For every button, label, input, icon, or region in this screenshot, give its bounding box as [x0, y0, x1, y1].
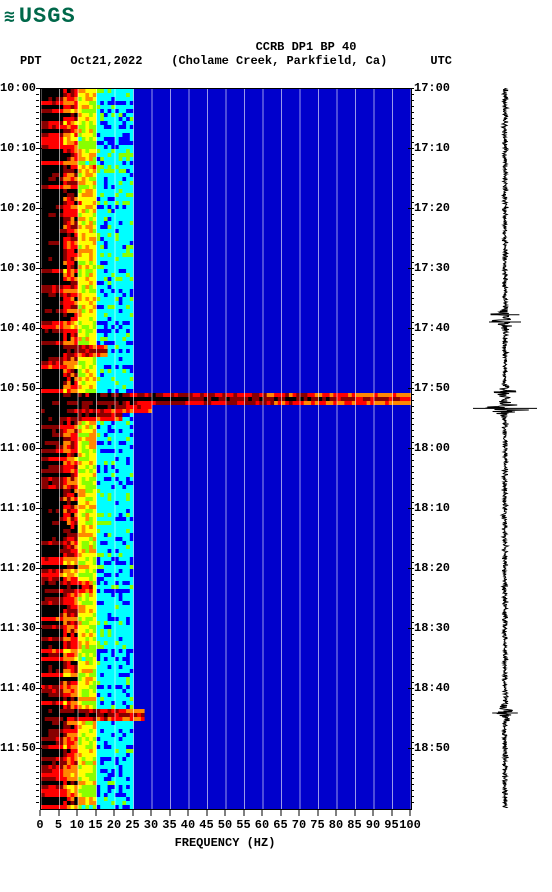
location-label: (Cholame Creek, Parkfield, Ca)	[171, 54, 387, 68]
y-tick-left: 10:10	[0, 141, 36, 155]
y-tick-left: 10:30	[0, 261, 36, 275]
y-tick-right: 18:10	[414, 501, 450, 515]
tz-left-label: PDT	[20, 54, 42, 68]
x-tick: 20	[107, 818, 121, 832]
x-tick: 30	[144, 818, 158, 832]
logo-wave-icon: ≋	[4, 6, 15, 28]
x-tick: 5	[55, 818, 62, 832]
x-tick: 35	[162, 818, 176, 832]
spectrogram-heatmap	[41, 89, 411, 809]
x-tick: 60	[255, 818, 269, 832]
y-tick-right: 17:40	[414, 321, 450, 335]
y-tick-right: 17:30	[414, 261, 450, 275]
y-tick-right: 18:40	[414, 681, 450, 695]
y-tick-left: 11:30	[0, 621, 36, 635]
y-tick-left: 11:40	[0, 681, 36, 695]
x-tick: 15	[88, 818, 102, 832]
x-tick: 65	[273, 818, 287, 832]
y-tick-left: 10:40	[0, 321, 36, 335]
y-tick-left: 11:00	[0, 441, 36, 455]
spectrogram-chart	[40, 88, 412, 810]
y-tick-left: 10:20	[0, 201, 36, 215]
y-tick-right: 17:10	[414, 141, 450, 155]
y-tick-right: 17:00	[414, 81, 450, 95]
y-tick-right: 17:20	[414, 201, 450, 215]
x-tick: 80	[329, 818, 343, 832]
seismogram-wiggle	[470, 88, 540, 808]
y-tick-right: 18:30	[414, 621, 450, 635]
y-tick-left: 10:50	[0, 381, 36, 395]
x-tick: 75	[310, 818, 324, 832]
logo-text: USGS	[19, 4, 76, 29]
x-tick: 100	[399, 818, 421, 832]
x-tick: 90	[366, 818, 380, 832]
x-axis-label: FREQUENCY (HZ)	[40, 836, 410, 850]
tz-right-label: UTC	[430, 54, 452, 68]
x-tick: 0	[36, 818, 43, 832]
y-tick-left: 11:10	[0, 501, 36, 515]
y-tick-right: 18:00	[414, 441, 450, 455]
y-axis-utc: 17:0017:1017:2017:3017:4017:5018:0018:10…	[412, 88, 456, 808]
chart-title: CCRB DP1 BP 40	[60, 40, 552, 54]
y-tick-left: 11:20	[0, 561, 36, 575]
y-ticks-left	[36, 88, 40, 808]
x-tick: 45	[199, 818, 213, 832]
y-tick-left: 11:50	[0, 741, 36, 755]
date-label: Oct21,2022	[70, 54, 142, 68]
x-tick: 25	[125, 818, 139, 832]
x-tick: 95	[384, 818, 398, 832]
y-tick-right: 18:50	[414, 741, 450, 755]
x-tick: 70	[292, 818, 306, 832]
y-tick-right: 18:20	[414, 561, 450, 575]
usgs-logo: ≋ USGS	[4, 4, 76, 29]
x-tick: 55	[236, 818, 250, 832]
y-tick-left: 10:00	[0, 81, 36, 95]
y-ticks-right	[410, 88, 414, 808]
x-tick: 10	[70, 818, 84, 832]
x-tick: 85	[347, 818, 361, 832]
y-axis-pdt: 10:0010:1010:2010:3010:4010:5011:0011:10…	[0, 88, 38, 808]
x-tick: 40	[181, 818, 195, 832]
x-tick: 50	[218, 818, 232, 832]
y-tick-right: 17:50	[414, 381, 450, 395]
chart-header: CCRB DP1 BP 40 PDT Oct21,2022 (Cholame C…	[0, 40, 552, 68]
